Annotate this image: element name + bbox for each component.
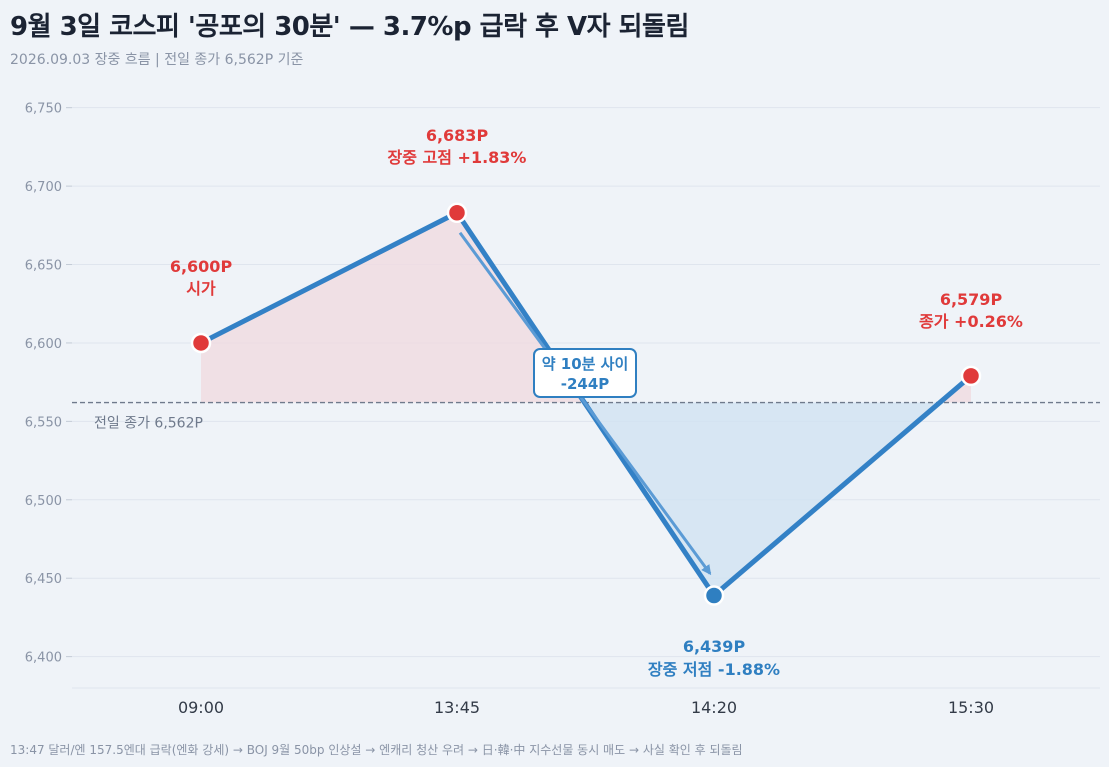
y-tick-label: 6,700 [25,180,62,195]
reference-line-label: 전일 종가 6,562P [94,416,203,432]
y-tick-label: 6,450 [25,572,62,587]
axis-layer: 6,400 6,450 6,500 6,550 6,600 6,650 6,700 6,750… [25,102,994,717]
y-tick-label: 6,650 [25,259,62,274]
grid-layer [72,107,1100,689]
point-label-layer: 6,600P 시가 6,683P 장중 고점 +1.83% 6,439P 장중 저점 -1… [170,126,1023,679]
callout-rect [533,348,637,398]
area-above-reference [201,212,585,403]
point-value-label: 6,683P [426,126,489,145]
point-value-label: 6,600P [170,257,233,276]
chart-subtitle: 2026.09.03 장중 흐름 | 전일 종가 6,562P 기준 [10,52,304,68]
y-tick-label: 6,550 [25,415,62,430]
callout-line1: 약 10분 사이 [542,355,629,373]
point-value-label: 6,439P [683,637,746,656]
x-tick-label: 15:30 [948,698,994,717]
chart-footnote: 13:47 달러/엔 157.5엔대 급락(엔화 강세) → BOJ 9월 50… [10,743,743,757]
point-value-label: 6,579P [940,290,1003,309]
data-point-marker [446,202,468,224]
y-tick-label: 6,750 [25,102,62,117]
callout-line2: -244P [561,375,610,393]
point-desc-label: 시가 [186,279,216,298]
chart-title: 9월 3일 코스피 '공포의 30분' — 3.7%p 급락 후 V자 되돌림 [10,12,689,42]
point-desc-label: 종가 +0.26% [919,312,1023,331]
data-point-marker [703,585,725,606]
x-tick-label: 13:45 [434,698,480,717]
point-desc-label: 장중 저점 -1.88% [648,660,780,679]
y-tick-label: 6,400 [25,651,62,666]
x-tick-label: 14:20 [691,698,737,717]
callout-arrow [458,231,712,576]
point-desc-label: 장중 고점 +1.83% [388,148,527,167]
marker-layer [190,202,982,606]
callout-box: 약 10분 사이 -244P [533,348,637,398]
data-point-marker [960,365,982,387]
x-tick-label: 09:00 [178,698,224,717]
y-tick-label: 6,600 [25,337,62,352]
y-tick-label: 6,500 [25,494,62,509]
area-below-reference [584,402,940,596]
data-point-marker [190,332,212,354]
callout-arrow-layer [458,231,712,576]
